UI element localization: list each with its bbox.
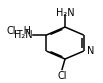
- Text: Cl: Cl: [57, 71, 67, 81]
- Text: H₂N: H₂N: [14, 30, 33, 40]
- Text: N: N: [87, 46, 94, 56]
- Text: H₂N: H₂N: [56, 8, 74, 18]
- Text: Cl−H: Cl−H: [6, 26, 31, 36]
